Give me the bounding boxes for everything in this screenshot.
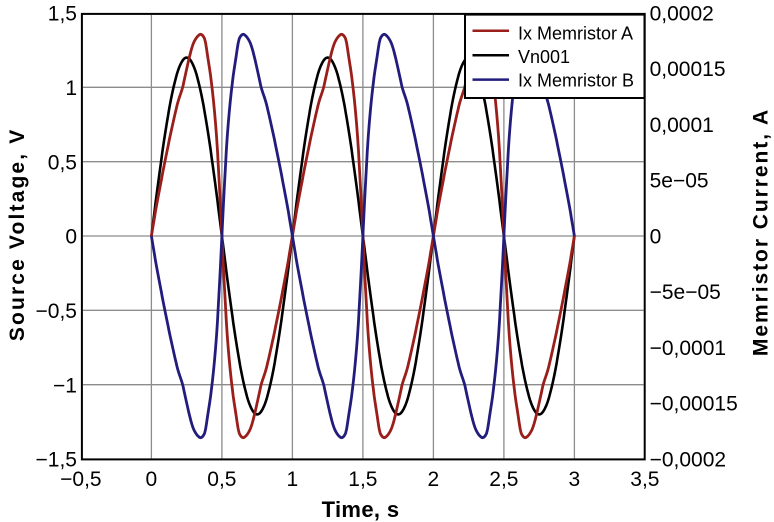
svg-text:−0,0001: −0,0001: [650, 337, 727, 360]
svg-text:0,5: 0,5: [207, 468, 236, 491]
svg-text:0: 0: [650, 225, 662, 248]
svg-text:1,5: 1,5: [348, 468, 377, 491]
svg-text:−1: −1: [53, 374, 77, 397]
svg-text:1,5: 1,5: [48, 3, 77, 26]
svg-text:−1,5: −1,5: [36, 449, 77, 472]
svg-text:Time, s: Time, s: [322, 497, 400, 522]
svg-text:Vn001: Vn001: [518, 47, 570, 67]
svg-text:0: 0: [65, 226, 77, 249]
svg-text:0,0002: 0,0002: [650, 2, 714, 25]
svg-text:Source Voltage, V: Source Voltage, V: [6, 128, 29, 342]
svg-text:1: 1: [65, 77, 77, 100]
svg-text:5e−05: 5e−05: [650, 170, 709, 193]
svg-text:−0,0002: −0,0002: [650, 448, 727, 471]
svg-text:1: 1: [287, 468, 299, 491]
svg-text:−0,00015: −0,00015: [650, 393, 738, 416]
svg-text:−5e−05: −5e−05: [650, 281, 721, 304]
svg-text:0,00015: 0,00015: [650, 58, 726, 81]
svg-text:−0,5: −0,5: [36, 300, 77, 323]
svg-text:0,5: 0,5: [48, 151, 77, 174]
svg-text:2: 2: [428, 468, 440, 491]
svg-text:3: 3: [569, 468, 581, 491]
svg-text:Ix Memristor A: Ix Memristor A: [518, 23, 633, 43]
svg-text:−0,5: −0,5: [60, 468, 101, 491]
svg-text:Ix Memristor B: Ix Memristor B: [518, 71, 634, 91]
svg-text:2,5: 2,5: [489, 468, 518, 491]
svg-text:0,0001: 0,0001: [650, 114, 714, 137]
svg-text:Memristor Current, A: Memristor Current, A: [749, 108, 772, 356]
svg-text:3,5: 3,5: [630, 468, 659, 491]
svg-text:0: 0: [146, 468, 158, 491]
